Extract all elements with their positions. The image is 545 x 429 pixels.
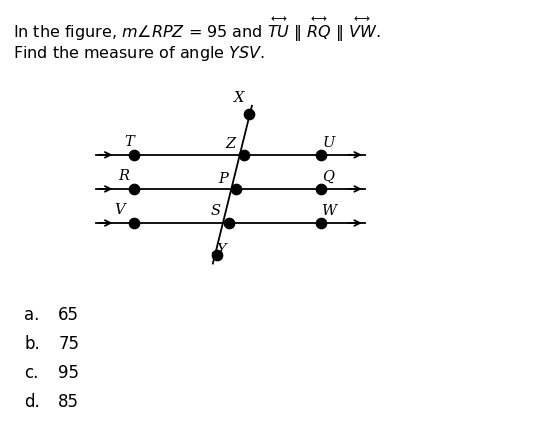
Text: S: S [210,204,220,218]
Text: Z: Z [226,137,235,151]
Text: Q: Q [322,170,334,184]
Point [224,220,233,227]
Point [130,185,138,192]
Text: d.: d. [24,393,40,411]
Point [239,151,248,158]
Point [317,185,326,192]
Text: 65: 65 [58,305,80,323]
Point [130,151,138,158]
Text: U: U [323,136,335,150]
Text: In the figure, $m\angle RPZ$ = 95 and $\overset{\longleftrightarrow}{TU}$ $\Vert: In the figure, $m\angle RPZ$ = 95 and $\… [13,15,381,44]
Text: b.: b. [24,335,40,353]
Text: Y: Y [216,244,226,257]
Text: c.: c. [24,364,39,382]
Text: V: V [114,203,125,218]
Point [245,111,253,118]
Point [130,220,138,227]
Point [232,185,240,192]
Text: W: W [321,204,336,218]
Text: P: P [218,172,228,185]
Point [317,151,326,158]
Text: X: X [234,91,244,105]
Text: a.: a. [24,305,40,323]
Text: 95: 95 [58,364,80,382]
Text: 85: 85 [58,393,80,411]
Text: 75: 75 [58,335,80,353]
Point [317,220,326,227]
Point [213,251,221,258]
Text: T: T [124,135,134,149]
Text: R: R [118,169,129,183]
Text: Find the measure of angle $YSV$.: Find the measure of angle $YSV$. [13,44,265,63]
